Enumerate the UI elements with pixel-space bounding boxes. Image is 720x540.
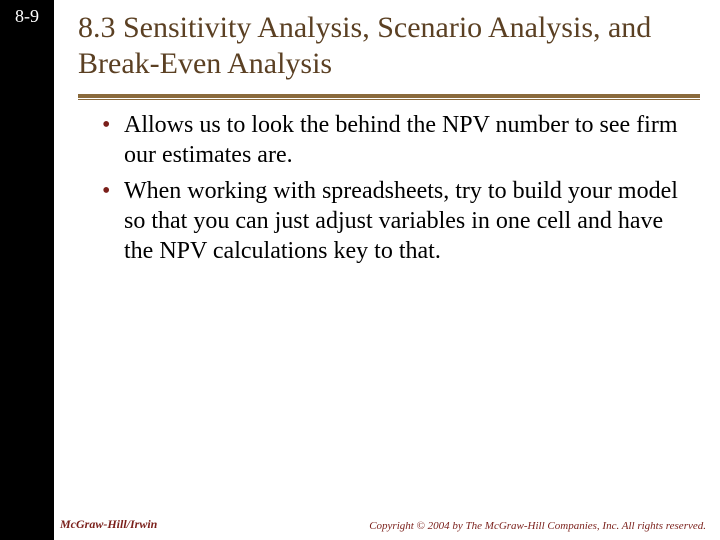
footer-publisher: McGraw-Hill/Irwin bbox=[60, 517, 157, 532]
slide-number: 8-9 bbox=[0, 6, 54, 27]
bullet-text: Allows us to look the behind the NPV num… bbox=[124, 110, 690, 170]
bullet-text: When working with spreadsheets, try to b… bbox=[124, 176, 690, 266]
title-divider bbox=[78, 94, 700, 100]
list-item: • Allows us to look the behind the NPV n… bbox=[102, 110, 690, 170]
bullet-icon: • bbox=[102, 110, 124, 140]
sidebar: 8-9 bbox=[0, 0, 54, 540]
content-area: 8.3 Sensitivity Analysis, Scenario Analy… bbox=[54, 0, 720, 540]
list-item: • When working with spreadsheets, try to… bbox=[102, 176, 690, 266]
bullet-icon: • bbox=[102, 176, 124, 206]
footer-copyright: Copyright © 2004 by The McGraw-Hill Comp… bbox=[369, 520, 706, 532]
bullet-list: • Allows us to look the behind the NPV n… bbox=[54, 100, 720, 266]
slide-title: 8.3 Sensitivity Analysis, Scenario Analy… bbox=[54, 0, 720, 88]
